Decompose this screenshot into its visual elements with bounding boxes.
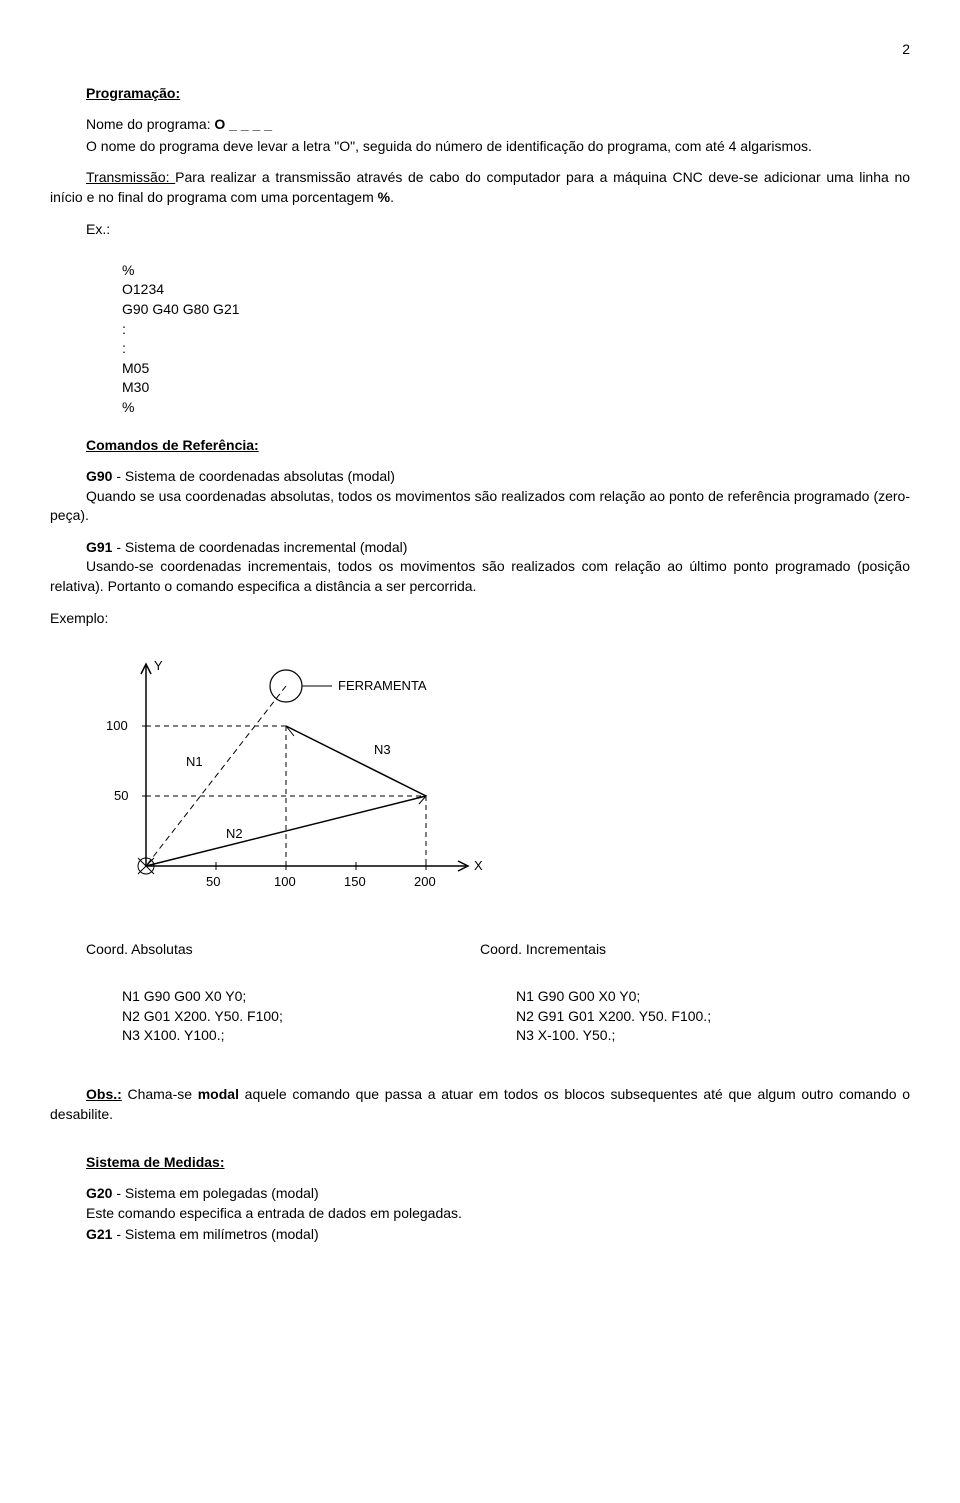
n3-label: N3 <box>374 742 391 757</box>
programa-nome-line: Nome do programa: O _ _ _ _ <box>86 115 910 135</box>
coord-abs-lines: N1 G90 G00 X0 Y0; N2 G01 X200. Y50. F100… <box>122 967 480 1065</box>
ytick-50: 50 <box>114 788 128 803</box>
xtick-100: 100 <box>274 874 296 889</box>
ytick-100: 100 <box>106 718 128 733</box>
programa-nome-desc: O nome do programa deve levar a letra "O… <box>50 137 910 157</box>
ex-l5: : <box>122 340 126 356</box>
xtick-200: 200 <box>414 874 436 889</box>
g91-code: G91 <box>86 539 112 555</box>
programa-nome-desc-text: O nome do programa deve levar a letra "O… <box>86 138 812 154</box>
coord-diagram: Y X 100 50 50 100 150 200 N1 N2 N3 FERRA… <box>86 646 910 912</box>
ex-l1: % <box>122 262 134 278</box>
xtick-50: 50 <box>206 874 220 889</box>
coord-inc-lines: N1 G90 G00 X0 Y0; N2 G91 G01 X200. Y50. … <box>516 967 910 1065</box>
transmissao-label: Transmissão: <box>86 169 175 185</box>
inc-l1: N1 G90 G00 X0 Y0; <box>516 988 640 1004</box>
example-code: % O1234 G90 G40 G80 G21 : : M05 M30 % <box>122 241 910 417</box>
transmissao-dot: . <box>390 189 394 205</box>
g21-desc1: - Sistema em milímetros (modal) <box>112 1226 318 1242</box>
example-label: Ex.: <box>86 220 910 240</box>
exemplo-label: Exemplo: <box>50 609 910 629</box>
xtick-150: 150 <box>344 874 366 889</box>
abs-l1: N1 G90 G00 X0 Y0; <box>122 988 246 1004</box>
ex-l2: O1234 <box>122 281 164 297</box>
y-axis-label: Y <box>154 658 163 673</box>
ex-l7: M30 <box>122 379 149 395</box>
g90-block: G90 - Sistema de coordenadas absolutas (… <box>50 467 910 526</box>
g20-code: G20 <box>86 1185 112 1201</box>
x-axis-label: X <box>474 858 483 873</box>
g91-block: G91 - Sistema de coordenadas incremental… <box>50 538 910 597</box>
inc-l2: N2 G91 G01 X200. Y50. F100.; <box>516 1008 711 1024</box>
nome-programa-label: Nome do programa: <box>86 116 214 132</box>
g21-block: G21 - Sistema em milímetros (modal) <box>50 1225 910 1245</box>
n1-label: N1 <box>186 754 203 769</box>
g21-code: G21 <box>86 1226 112 1242</box>
obs-modal: modal <box>198 1086 239 1102</box>
inc-l3: N3 X-100. Y50.; <box>516 1027 615 1043</box>
transmissao-pct: % <box>378 189 390 205</box>
g20-desc2: Este comando especifica a entrada de dad… <box>86 1205 462 1221</box>
transmissao-text: Para realizar a transmissão através de c… <box>50 169 910 205</box>
page-number: 2 <box>50 40 910 60</box>
ex-l3: G90 G40 G80 G21 <box>122 301 240 317</box>
sistema-medidas-title: Sistema de Medidas: <box>86 1153 910 1173</box>
coord-abs-title: Coord. Absolutas <box>86 940 480 960</box>
coord-inc-title: Coord. Incrementais <box>480 940 910 960</box>
g91-desc1: - Sistema de coordenadas incremental (mo… <box>112 539 407 555</box>
comandos-ref-title: Comandos de Referência: <box>86 436 910 456</box>
g20-desc1: - Sistema em polegadas (modal) <box>112 1185 318 1201</box>
tool-label: FERRAMENTA <box>338 678 427 693</box>
section-programacao-title: Programação: <box>86 84 910 104</box>
ex-l8: % <box>122 399 134 415</box>
g90-desc1: - Sistema de coordenadas absolutas (moda… <box>112 468 394 484</box>
abs-l2: N2 G01 X200. Y50. F100; <box>122 1008 283 1024</box>
transmissao-para: Transmissão: Para realizar a transmissão… <box>50 168 910 207</box>
n2-label: N2 <box>226 826 243 841</box>
coord-inc-col: Coord. Incrementais N1 G90 G00 X0 Y0; N2… <box>480 940 910 1066</box>
coord-columns: Coord. Absolutas N1 G90 G00 X0 Y0; N2 G0… <box>50 940 910 1066</box>
g91-desc2: Usando-se coordenadas incrementais, todo… <box>50 558 910 594</box>
obs-text1: Chama-se <box>122 1086 198 1102</box>
ex-l4: : <box>122 321 126 337</box>
obs-label: Obs.: <box>86 1086 122 1102</box>
abs-l3: N3 X100. Y100.; <box>122 1027 224 1043</box>
ex-l6: M05 <box>122 360 149 376</box>
coord-abs-col: Coord. Absolutas N1 G90 G00 X0 Y0; N2 G0… <box>50 940 480 1066</box>
g90-code: G90 <box>86 468 112 484</box>
g20-block: G20 - Sistema em polegadas (modal) Este … <box>50 1184 910 1223</box>
nome-programa-value: O _ _ _ _ <box>214 116 272 132</box>
g90-desc2: Quando se usa coordenadas absolutas, tod… <box>50 488 910 524</box>
obs-para: Obs.: Chama-se modal aquele comando que … <box>50 1085 910 1124</box>
